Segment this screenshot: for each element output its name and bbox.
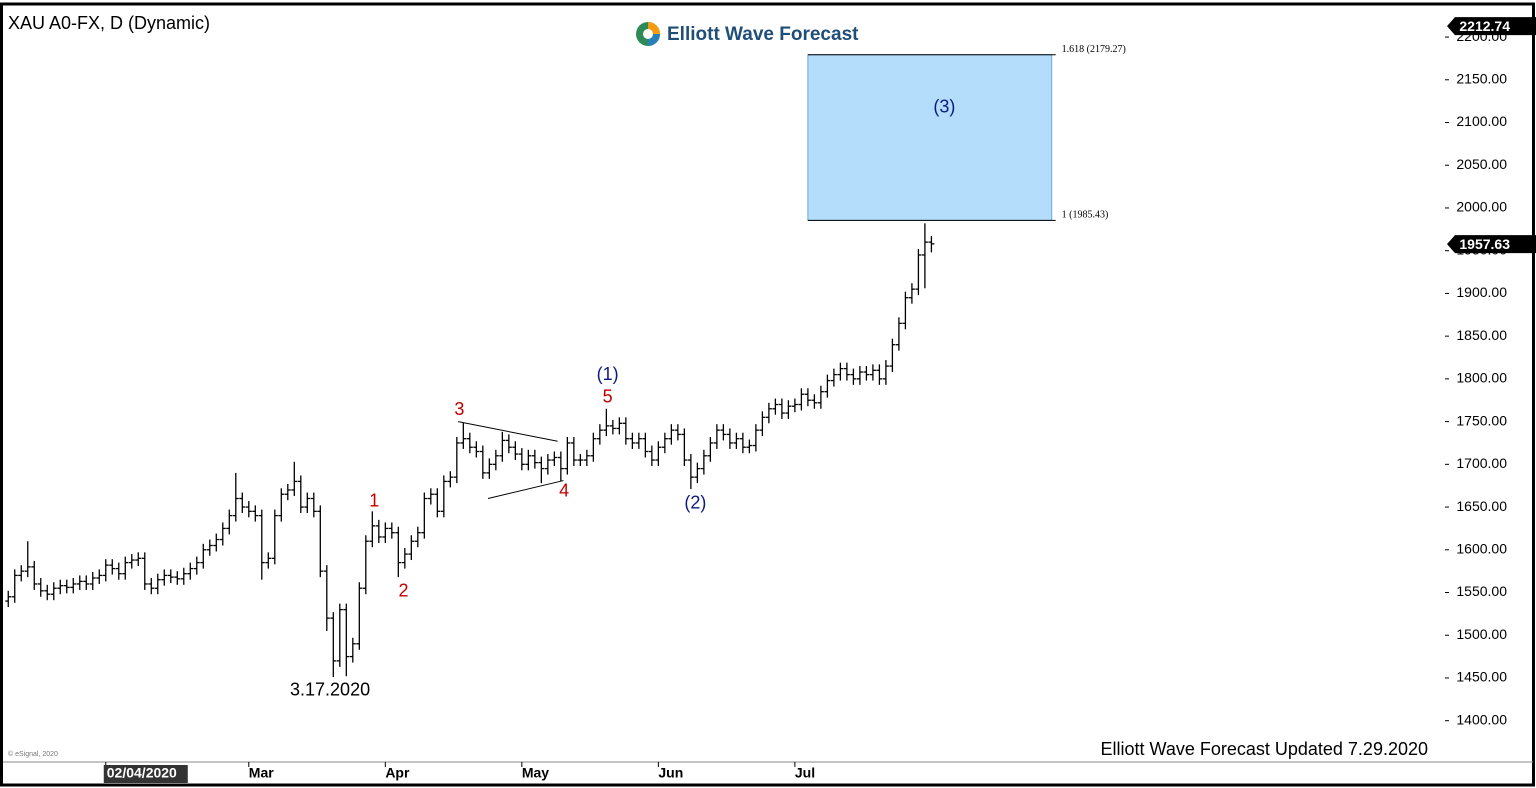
wave-label: 1 — [369, 491, 379, 511]
y-tick-label: 2100.00 — [1456, 113, 1507, 129]
fib-level-label: 1.618 (2179.27) — [1062, 44, 1126, 55]
x-tick-label: Apr — [385, 765, 410, 781]
y-tick-label: 1750.00 — [1456, 412, 1507, 428]
footer-note: Elliott Wave Forecast Updated 7.29.2020 — [1100, 739, 1428, 759]
wave-label: (2) — [684, 492, 706, 512]
price-tag — [1447, 235, 1536, 254]
y-tick-label: 1850.00 — [1456, 327, 1507, 343]
x-tick-label-box — [103, 765, 188, 783]
wave-label: 5 — [603, 386, 613, 406]
wave-label: (3) — [933, 97, 955, 117]
fib-level-label: 1 (1985.43) — [1062, 210, 1109, 221]
x-tick-label: Mar — [249, 765, 274, 781]
y-tick-label: 1450.00 — [1456, 669, 1507, 685]
trendline — [487, 480, 564, 499]
price-tag-label: 1957.63 — [1459, 236, 1510, 252]
y-tick-label: 1600.00 — [1456, 540, 1507, 556]
logo-icon-center — [643, 29, 653, 39]
y-tick-label: 1900.00 — [1456, 284, 1507, 300]
target-zone — [807, 54, 1053, 221]
wave-label: (1) — [597, 364, 619, 384]
chart-title: XAU A0-FX, D (Dynamic) — [8, 13, 210, 33]
wave-label: 3.17.2020 — [290, 680, 370, 700]
x-tick-label: Jul — [795, 765, 815, 781]
wave-label: 3 — [454, 399, 464, 419]
logo: Elliott Wave Forecast — [636, 22, 859, 46]
wave-label: 2 — [399, 580, 409, 600]
y-tick-label: 1500.00 — [1456, 626, 1507, 642]
logo-text: Elliott Wave Forecast — [667, 24, 859, 45]
copyright: © eSignal, 2020 — [8, 750, 58, 758]
price-bars — [5, 223, 935, 678]
price-tag-label: 2212.74 — [1459, 18, 1510, 34]
y-tick-label: 2150.00 — [1456, 70, 1507, 86]
y-tick-label: 1400.00 — [1456, 711, 1507, 727]
y-tick-label: 2050.00 — [1456, 156, 1507, 172]
y-tick-label: 1550.00 — [1456, 583, 1507, 599]
y-tick-label: 2000.00 — [1456, 199, 1507, 215]
x-tick-label: Jun — [658, 765, 683, 781]
x-tick-label: May — [522, 765, 549, 781]
y-tick-label: 1650.00 — [1456, 498, 1507, 514]
trendline — [458, 421, 558, 442]
y-tick-label: 1800.00 — [1456, 370, 1507, 386]
y-tick-label: 1700.00 — [1456, 455, 1507, 471]
price-tag — [1447, 17, 1536, 36]
x-tick-label: 02/04/2020 — [107, 765, 177, 781]
wave-label: 4 — [559, 480, 569, 500]
